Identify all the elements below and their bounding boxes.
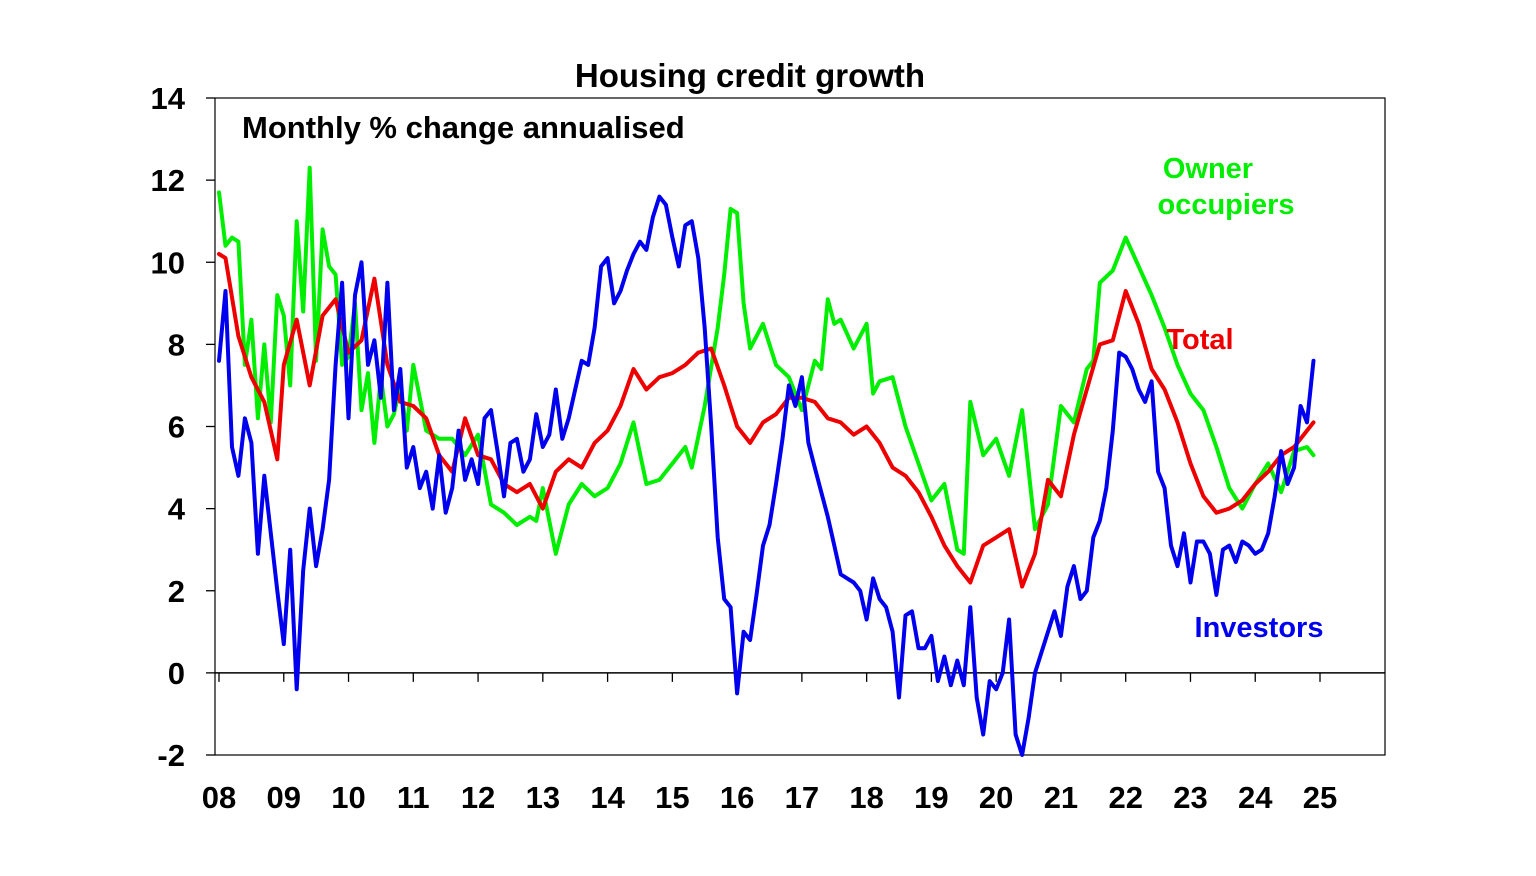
y-tick-label: 6: [168, 410, 185, 445]
x-tick-label: 18: [849, 780, 883, 815]
series-labels: Owner occupiers Total Investors: [1158, 153, 1324, 644]
series-label-total: Total: [1166, 324, 1233, 356]
x-tick-label: 14: [590, 780, 625, 815]
y-tick-label: 12: [151, 163, 185, 198]
x-tick-label: 10: [331, 780, 365, 815]
series-line-investors: [217, 194, 1316, 757]
y-tick-label: 0: [168, 656, 185, 691]
x-tick-label: 12: [461, 780, 495, 815]
y-tick-label: 8: [168, 327, 185, 362]
x-tick-label: 22: [1108, 780, 1142, 815]
x-tick-label: 11: [397, 780, 430, 815]
x-tick-label: 25: [1303, 780, 1337, 815]
y-tick-label: 2: [168, 574, 185, 609]
x-tick-label: 20: [979, 780, 1013, 815]
x-tick-label: 19: [914, 780, 948, 815]
y-tick-label: 10: [151, 245, 185, 280]
x-tick-label: 24: [1238, 780, 1273, 815]
y-tick-label: 14: [151, 81, 186, 116]
series-label-investors: Investors: [1195, 612, 1324, 644]
series-label-owner-line-1: Owner: [1163, 153, 1253, 185]
x-tick-label: 16: [720, 780, 754, 815]
chart-subtitle: Monthly % change annualised: [242, 110, 685, 145]
x-tick-label: 17: [785, 780, 819, 815]
x-tick-label: 08: [202, 780, 236, 815]
x-tick-label: 21: [1044, 780, 1078, 815]
x-tick-label: 15: [655, 780, 689, 815]
x-tick-label: 09: [267, 780, 301, 815]
series-layer: [217, 165, 1316, 757]
x-tick-label: 13: [526, 780, 560, 815]
y-tick-label: -2: [157, 738, 185, 773]
x-tick-label: 23: [1173, 780, 1207, 815]
series-label-owner-occupiers: Owner occupiers: [1158, 153, 1295, 221]
y-tick-label: 4: [168, 492, 186, 527]
series-label-owner-line-2: occupiers: [1158, 189, 1295, 221]
chart-title: Housing credit growth: [575, 57, 925, 94]
x-axis: 08 09 10 11 12 13 14 15 16 17 18 19 20 21 22 23 24 25: [202, 672, 1337, 815]
y-axis: 14 12 10 8 6 4 2 0 -2: [151, 81, 215, 773]
